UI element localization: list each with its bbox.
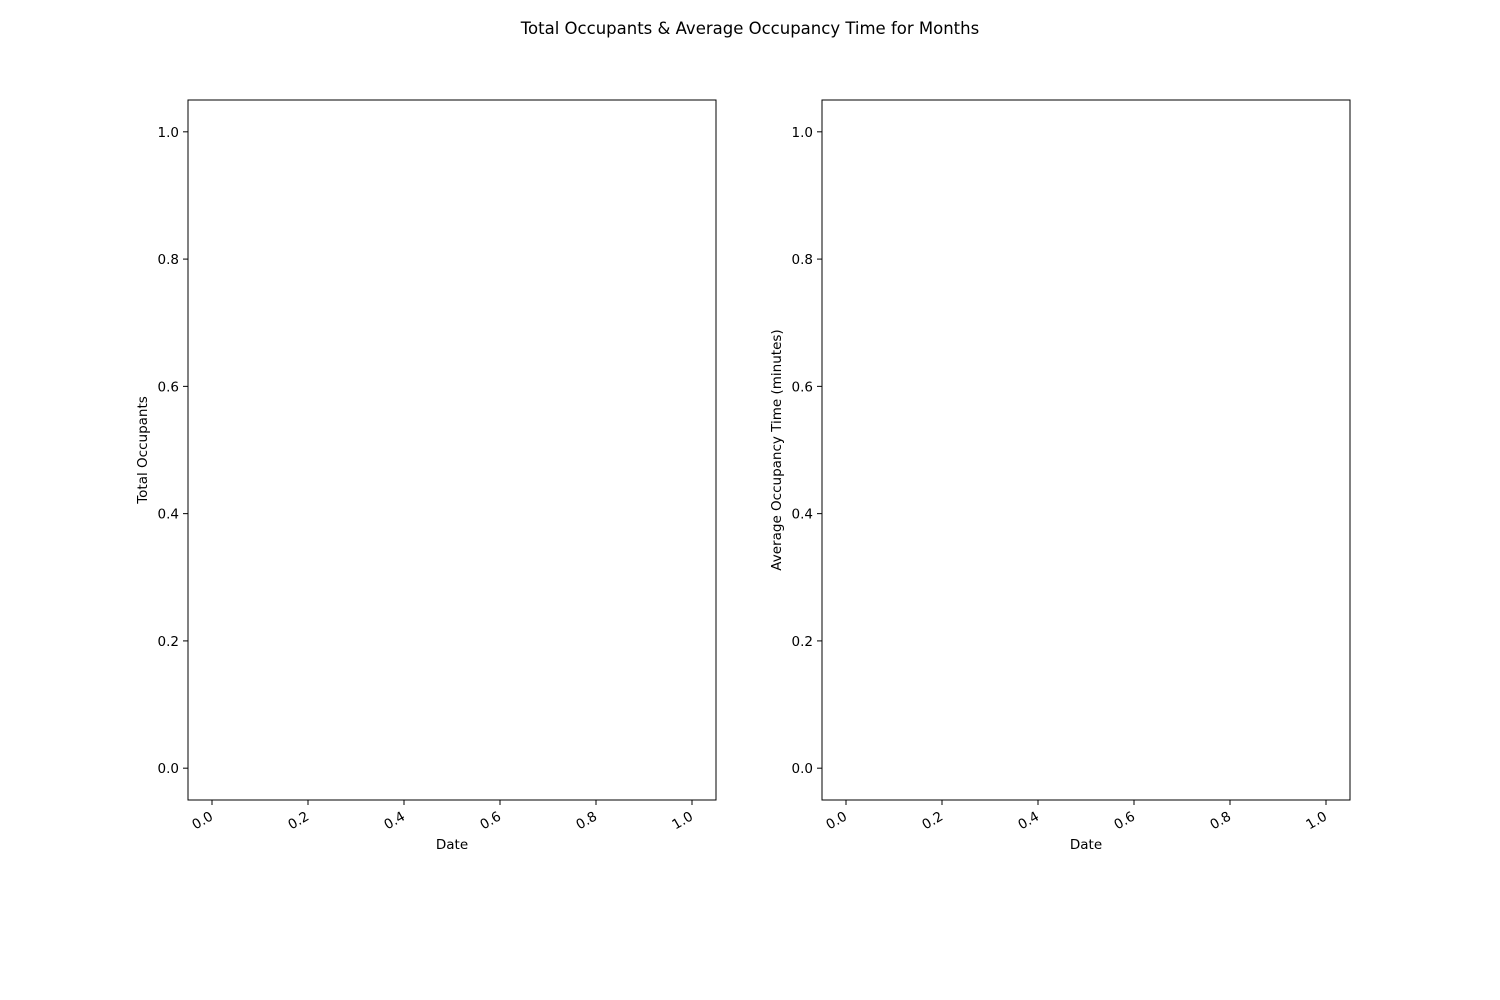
y-tick-label: 0.2	[792, 634, 813, 650]
y-tick-label: 0.6	[792, 379, 813, 395]
y-tick-label: 1.0	[792, 125, 813, 141]
plot-area-frame	[821, 99, 1351, 801]
y-tick-label: 0.0	[158, 761, 179, 777]
y-tick-label: 0.0	[792, 761, 813, 777]
y-axis-label: Average Occupancy Time (minutes)	[769, 329, 785, 570]
y-tick-label: 0.4	[158, 507, 179, 523]
plot-area-frame	[187, 99, 717, 801]
y-tick-label: 0.8	[158, 252, 179, 268]
y-tick-label: 1.0	[158, 125, 179, 141]
y-tick-label: 0.4	[792, 507, 813, 523]
x-axis-label: Date	[1070, 837, 1102, 853]
y-tick-label: 0.6	[158, 379, 179, 395]
y-axis-label: Total Occupants	[135, 396, 151, 505]
x-axis-label: Date	[436, 837, 468, 853]
y-tick-label: 0.2	[158, 634, 179, 650]
figure-title: Total Occupants & Average Occupancy Time…	[520, 19, 979, 38]
y-tick-label: 0.8	[792, 252, 813, 268]
